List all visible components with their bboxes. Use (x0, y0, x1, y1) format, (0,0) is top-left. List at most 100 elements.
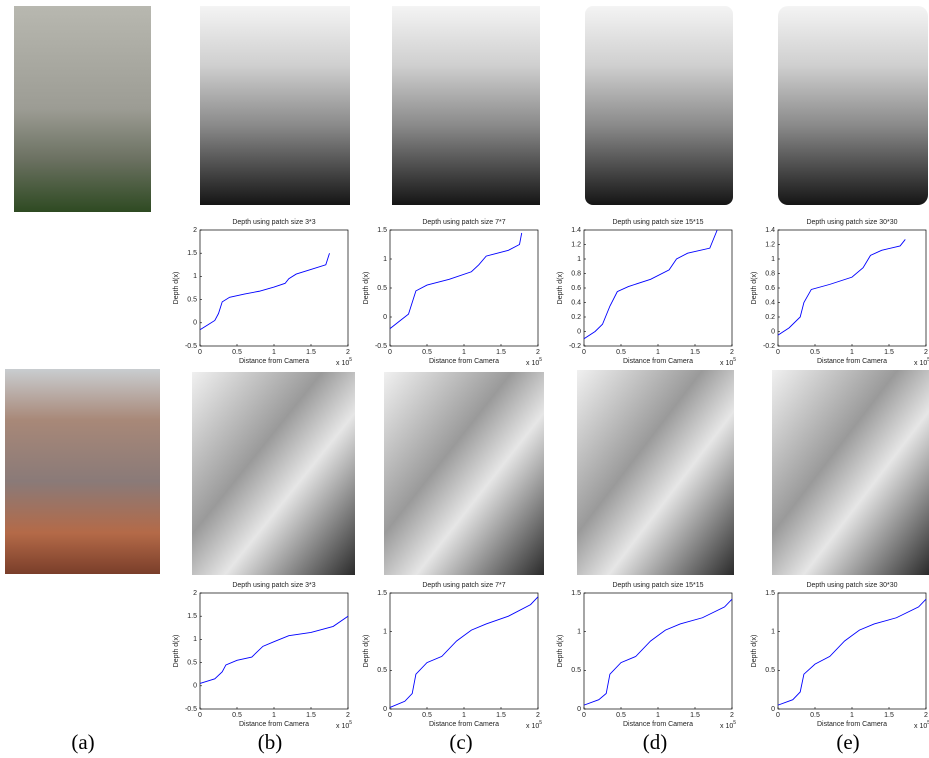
plot-area (583, 229, 733, 347)
y-tick-label: 0 (577, 328, 581, 335)
x-tick-label: 0 (582, 712, 586, 719)
x-tick-label: 1 (656, 349, 660, 356)
chart-title: Depth using patch size 15*15 (612, 219, 703, 226)
x-tick-label: 0.5 (616, 712, 626, 719)
y-tick-label: 1 (577, 256, 581, 263)
x-tick-label: 0 (776, 349, 780, 356)
x-tick-label: 1.5 (690, 712, 700, 719)
data-line (777, 239, 906, 336)
chart-title: Depth using patch size 7*7 (422, 219, 505, 226)
panel-label: (c) (449, 730, 472, 754)
x-axis-label: Distance from Camera (623, 721, 693, 728)
x-scale-exponent: 5 (349, 357, 352, 363)
plot-area (389, 592, 539, 710)
x-tick-label: 1.5 (306, 712, 316, 719)
x-tick-label: 1 (850, 712, 854, 719)
y-tick-label: 1.5 (377, 590, 387, 597)
x-scale-label: x 105 (720, 720, 736, 730)
y-tick-label: 1.5 (187, 613, 197, 620)
x-tick-label: 1 (272, 712, 276, 719)
depth-map (778, 6, 928, 205)
x-scale-exponent: 5 (539, 357, 542, 363)
plot-area (199, 229, 349, 347)
x-scale-label: x 105 (914, 357, 929, 367)
x-tick-label: 0.5 (810, 712, 820, 719)
y-tick-label: 1 (771, 256, 775, 263)
panel-label: (b) (258, 730, 283, 754)
y-tick-label: 1.2 (765, 241, 775, 248)
x-axis-label: Distance from Camera (429, 721, 499, 728)
x-tick-label: 0 (388, 349, 392, 356)
x-tick-label: 1.5 (884, 349, 894, 356)
x-tick-label: 0.5 (232, 349, 242, 356)
x-tick-label: 2 (346, 349, 350, 356)
x-axis-label: Distance from Camera (239, 721, 309, 728)
x-tick-label: 1 (462, 712, 466, 719)
x-scale-exponent: 5 (927, 357, 929, 363)
x-tick-label: 2 (730, 349, 734, 356)
plot-area (777, 592, 927, 710)
data-line (583, 229, 718, 340)
depth-map (392, 6, 540, 205)
x-tick-label: 1 (850, 349, 854, 356)
data-line (199, 615, 349, 684)
data-line (199, 253, 330, 331)
x-scale-label: x 105 (336, 720, 352, 730)
x-scale-label: x 105 (914, 720, 929, 730)
x-tick-label: 0 (776, 712, 780, 719)
x-tick-label: 2 (924, 712, 928, 719)
y-tick-label: 0.8 (571, 270, 581, 277)
y-tick-label: 0 (383, 706, 387, 713)
x-scale-base: x 10 (526, 360, 539, 367)
y-tick-label: 1 (383, 256, 387, 263)
data-line (777, 598, 927, 706)
x-scale-exponent: 5 (733, 720, 736, 726)
y-tick-label: 0.2 (765, 314, 775, 321)
y-axis-label: Depth d(x) (751, 272, 758, 305)
input-image (14, 6, 151, 212)
plot-area (199, 592, 349, 710)
x-tick-label: 0.5 (616, 349, 626, 356)
chart-title: Depth using patch size 30*30 (806, 582, 897, 589)
y-tick-label: 1 (383, 629, 387, 636)
x-tick-label: 1.5 (690, 349, 700, 356)
y-tick-label: 1.5 (571, 590, 581, 597)
panel-label: (a) (71, 730, 94, 754)
y-tick-label: -0.5 (375, 343, 387, 350)
x-tick-label: 0 (388, 712, 392, 719)
chart-title: Depth using patch size 30*30 (806, 219, 897, 226)
x-scale-base: x 10 (720, 360, 733, 367)
x-scale-base: x 10 (720, 723, 733, 730)
x-scale-exponent: 5 (539, 720, 542, 726)
x-scale-base: x 10 (526, 723, 539, 730)
y-tick-label: 0.4 (571, 299, 581, 306)
x-tick-label: 0 (582, 349, 586, 356)
x-scale-base: x 10 (914, 723, 927, 730)
y-tick-label: 0 (383, 314, 387, 321)
input-image (5, 369, 160, 574)
y-tick-label: 0.5 (765, 667, 775, 674)
y-axis-label: Depth d(x) (557, 272, 564, 305)
plot-area (777, 229, 927, 347)
y-tick-label: 0.6 (765, 285, 775, 292)
x-axis-label: Distance from Camera (239, 358, 309, 365)
x-axis-label: Distance from Camera (817, 358, 887, 365)
x-tick-label: 0.5 (422, 712, 432, 719)
y-tick-label: 0.2 (571, 314, 581, 321)
chart-title: Depth using patch size 7*7 (422, 582, 505, 589)
x-tick-label: 2 (924, 349, 928, 356)
y-axis-label: Depth d(x) (173, 635, 180, 668)
x-scale-label: x 105 (720, 357, 736, 367)
y-tick-label: 2 (193, 590, 197, 597)
x-scale-exponent: 5 (349, 720, 352, 726)
y-tick-label: -0.5 (185, 706, 197, 713)
y-tick-label: -0.2 (569, 343, 581, 350)
x-tick-label: 1.5 (496, 349, 506, 356)
chart-title: Depth using patch size 15*15 (612, 582, 703, 589)
x-tick-label: 2 (730, 712, 734, 719)
x-scale-base: x 10 (914, 360, 927, 367)
depth-map (585, 6, 733, 205)
y-axis-label: Depth d(x) (173, 272, 180, 305)
data-line (389, 232, 523, 329)
